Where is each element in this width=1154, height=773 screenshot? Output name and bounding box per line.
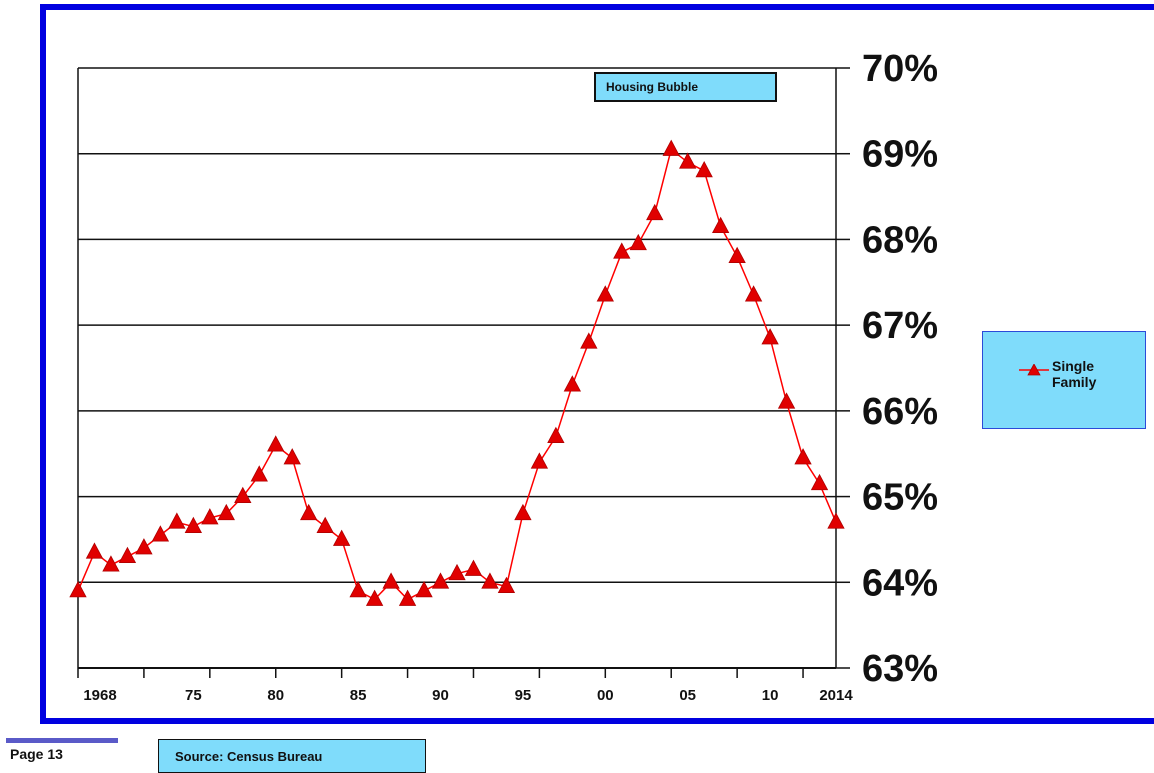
data-point-marker [85,542,104,559]
data-point-marker [646,203,664,221]
data-point-marker [530,452,549,469]
data-point-marker [728,246,746,263]
data-point-marker [201,508,219,525]
y-tick-label: 67% [862,305,938,347]
data-point-marker [431,572,450,589]
data-point-marker [448,563,466,581]
data-point-marker [217,503,235,521]
data-point-marker [662,139,680,156]
x-tick-label: 75 [185,687,202,704]
data-point-marker [118,546,137,563]
page-number: Page 13 [10,746,63,762]
data-point-marker [69,581,87,598]
data-point-marker [613,242,631,259]
data-point-marker [497,576,516,593]
data-point-marker [168,512,186,529]
annotation-text: Housing Bubble [606,80,698,94]
data-point-marker [283,448,301,465]
data-point-marker [580,332,598,349]
x-tick-label: 85 [350,687,367,704]
x-tick-label: 1968 [83,687,116,704]
chart-legend: Single Family [982,331,1146,429]
data-point-marker [464,559,483,576]
data-point-marker [679,152,697,169]
data-point-marker [481,572,499,589]
data-point-marker [810,473,829,491]
data-point-marker [415,581,433,598]
data-point-marker [761,328,779,345]
data-point-marker [234,486,252,503]
data-point-marker [794,448,812,465]
data-point-marker [300,503,318,521]
y-tick-label: 64% [862,562,938,604]
data-point-marker [382,572,400,589]
y-tick-label: 68% [862,219,938,261]
data-point-marker [777,392,796,409]
data-point-marker [151,525,170,542]
data-point-marker [744,285,763,302]
data-point-marker [316,516,334,533]
y-tick-label: 69% [862,134,938,176]
data-point-marker [365,589,384,606]
y-tick-label: 70% [862,48,938,90]
y-tick-label: 66% [862,391,938,433]
page-bar [6,738,118,743]
data-point-marker [398,589,417,606]
y-tick-label: 63% [862,648,938,690]
y-tick-label: 65% [862,477,938,519]
x-tick-label: 90 [432,687,449,704]
data-point-marker [250,465,268,482]
data-point-marker [695,161,713,178]
source-text: Source: Census Bureau [175,749,323,764]
data-point-marker [184,516,203,533]
x-tick-label: 05 [679,687,696,704]
slide-frame [40,4,1154,724]
data-point-marker [349,581,367,598]
legend-marker-icon [1019,364,1049,376]
housing-bubble-annotation: Housing Bubble [594,72,777,102]
x-tick-label: 95 [515,687,532,704]
data-point-marker [711,216,730,233]
data-point-marker [332,529,351,546]
data-point-marker [547,426,565,443]
data-point-marker [102,555,120,572]
data-point-marker [827,512,845,529]
data-point-marker [267,435,285,452]
x-tick-label: 00 [597,687,614,704]
legend-label: Single Family [1052,358,1097,390]
data-point-marker [629,233,647,251]
data-point-marker [135,538,153,555]
x-tick-label: 80 [267,687,284,704]
x-tick-label: 2014 [819,687,853,704]
data-point-marker [596,285,614,302]
data-point-marker [563,375,582,392]
x-tick-label: 10 [762,687,779,704]
data-point-marker [514,503,532,521]
source-box: Source: Census Bureau [158,739,426,773]
